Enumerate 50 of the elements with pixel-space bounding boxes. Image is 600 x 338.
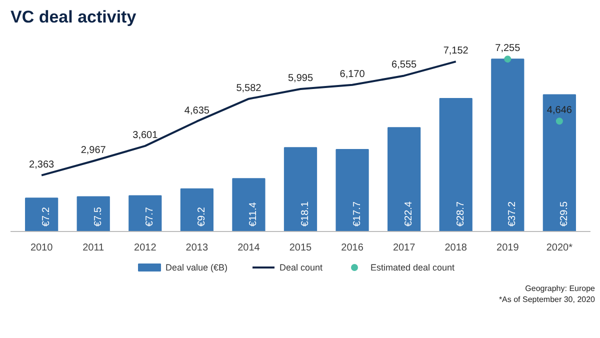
text: *As of September 30, 2020 xyxy=(498,295,595,304)
legend-label: Deal count xyxy=(280,262,324,272)
x-tick-label: 2012 xyxy=(134,242,157,254)
data-label: €22.4 xyxy=(404,201,415,226)
data-label: €7.7 xyxy=(144,206,156,226)
bar xyxy=(180,188,214,232)
text: Geography: Europe xyxy=(525,284,595,293)
bar xyxy=(76,196,110,232)
data-label: €37.2 xyxy=(507,201,518,226)
bar xyxy=(388,127,421,232)
data-label: 5,995 xyxy=(288,73,314,84)
data-label: 7,255 xyxy=(495,43,521,54)
bar xyxy=(284,147,318,232)
data-label: €28.7 xyxy=(455,201,466,226)
data-label: 6,170 xyxy=(340,68,366,80)
data-label: 4,646 xyxy=(546,105,572,116)
data-label: 6,555 xyxy=(392,60,418,71)
bar xyxy=(25,198,58,232)
legend-label: Estimated deal count xyxy=(370,262,456,272)
bar xyxy=(232,178,266,232)
x-tick-label: 2011 xyxy=(82,242,105,254)
data-label: 7,152 xyxy=(443,46,469,57)
x-tick-label: 2014 xyxy=(238,242,260,254)
x-tick-label: 2019 xyxy=(496,242,520,254)
x-tick-label: 2016 xyxy=(341,242,364,254)
data-label: €7.2 xyxy=(41,206,52,226)
data-label: €9.2 xyxy=(196,206,208,226)
data-label: €18.1 xyxy=(300,201,311,226)
x-tick-label: 2017 xyxy=(392,242,416,254)
x-tick-label: 2018 xyxy=(444,242,468,254)
x-tick-label: 2013 xyxy=(186,242,208,254)
x-tick-label: 2015 xyxy=(289,242,312,254)
data-label: €11.4 xyxy=(248,202,260,226)
legend-label: Deal value (€B) xyxy=(166,262,228,272)
data-label: 2,363 xyxy=(29,159,55,170)
data-label: 3,601 xyxy=(132,130,158,141)
data-label: €7.5 xyxy=(92,206,104,226)
bar xyxy=(128,195,162,232)
data-label: €17.7 xyxy=(352,201,363,226)
data-label: 5,582 xyxy=(236,82,262,94)
bar xyxy=(491,58,524,232)
bar xyxy=(336,148,369,232)
data-label: €29.5 xyxy=(558,201,570,226)
x-tick-label: 2020* xyxy=(546,242,573,254)
bar xyxy=(439,98,472,232)
bar xyxy=(542,94,576,232)
chart-title: VC deal activity xyxy=(10,8,137,26)
data-label: 2,967 xyxy=(80,144,106,156)
data-label: 4,635 xyxy=(184,105,210,116)
x-tick-label: 2010 xyxy=(30,242,54,254)
